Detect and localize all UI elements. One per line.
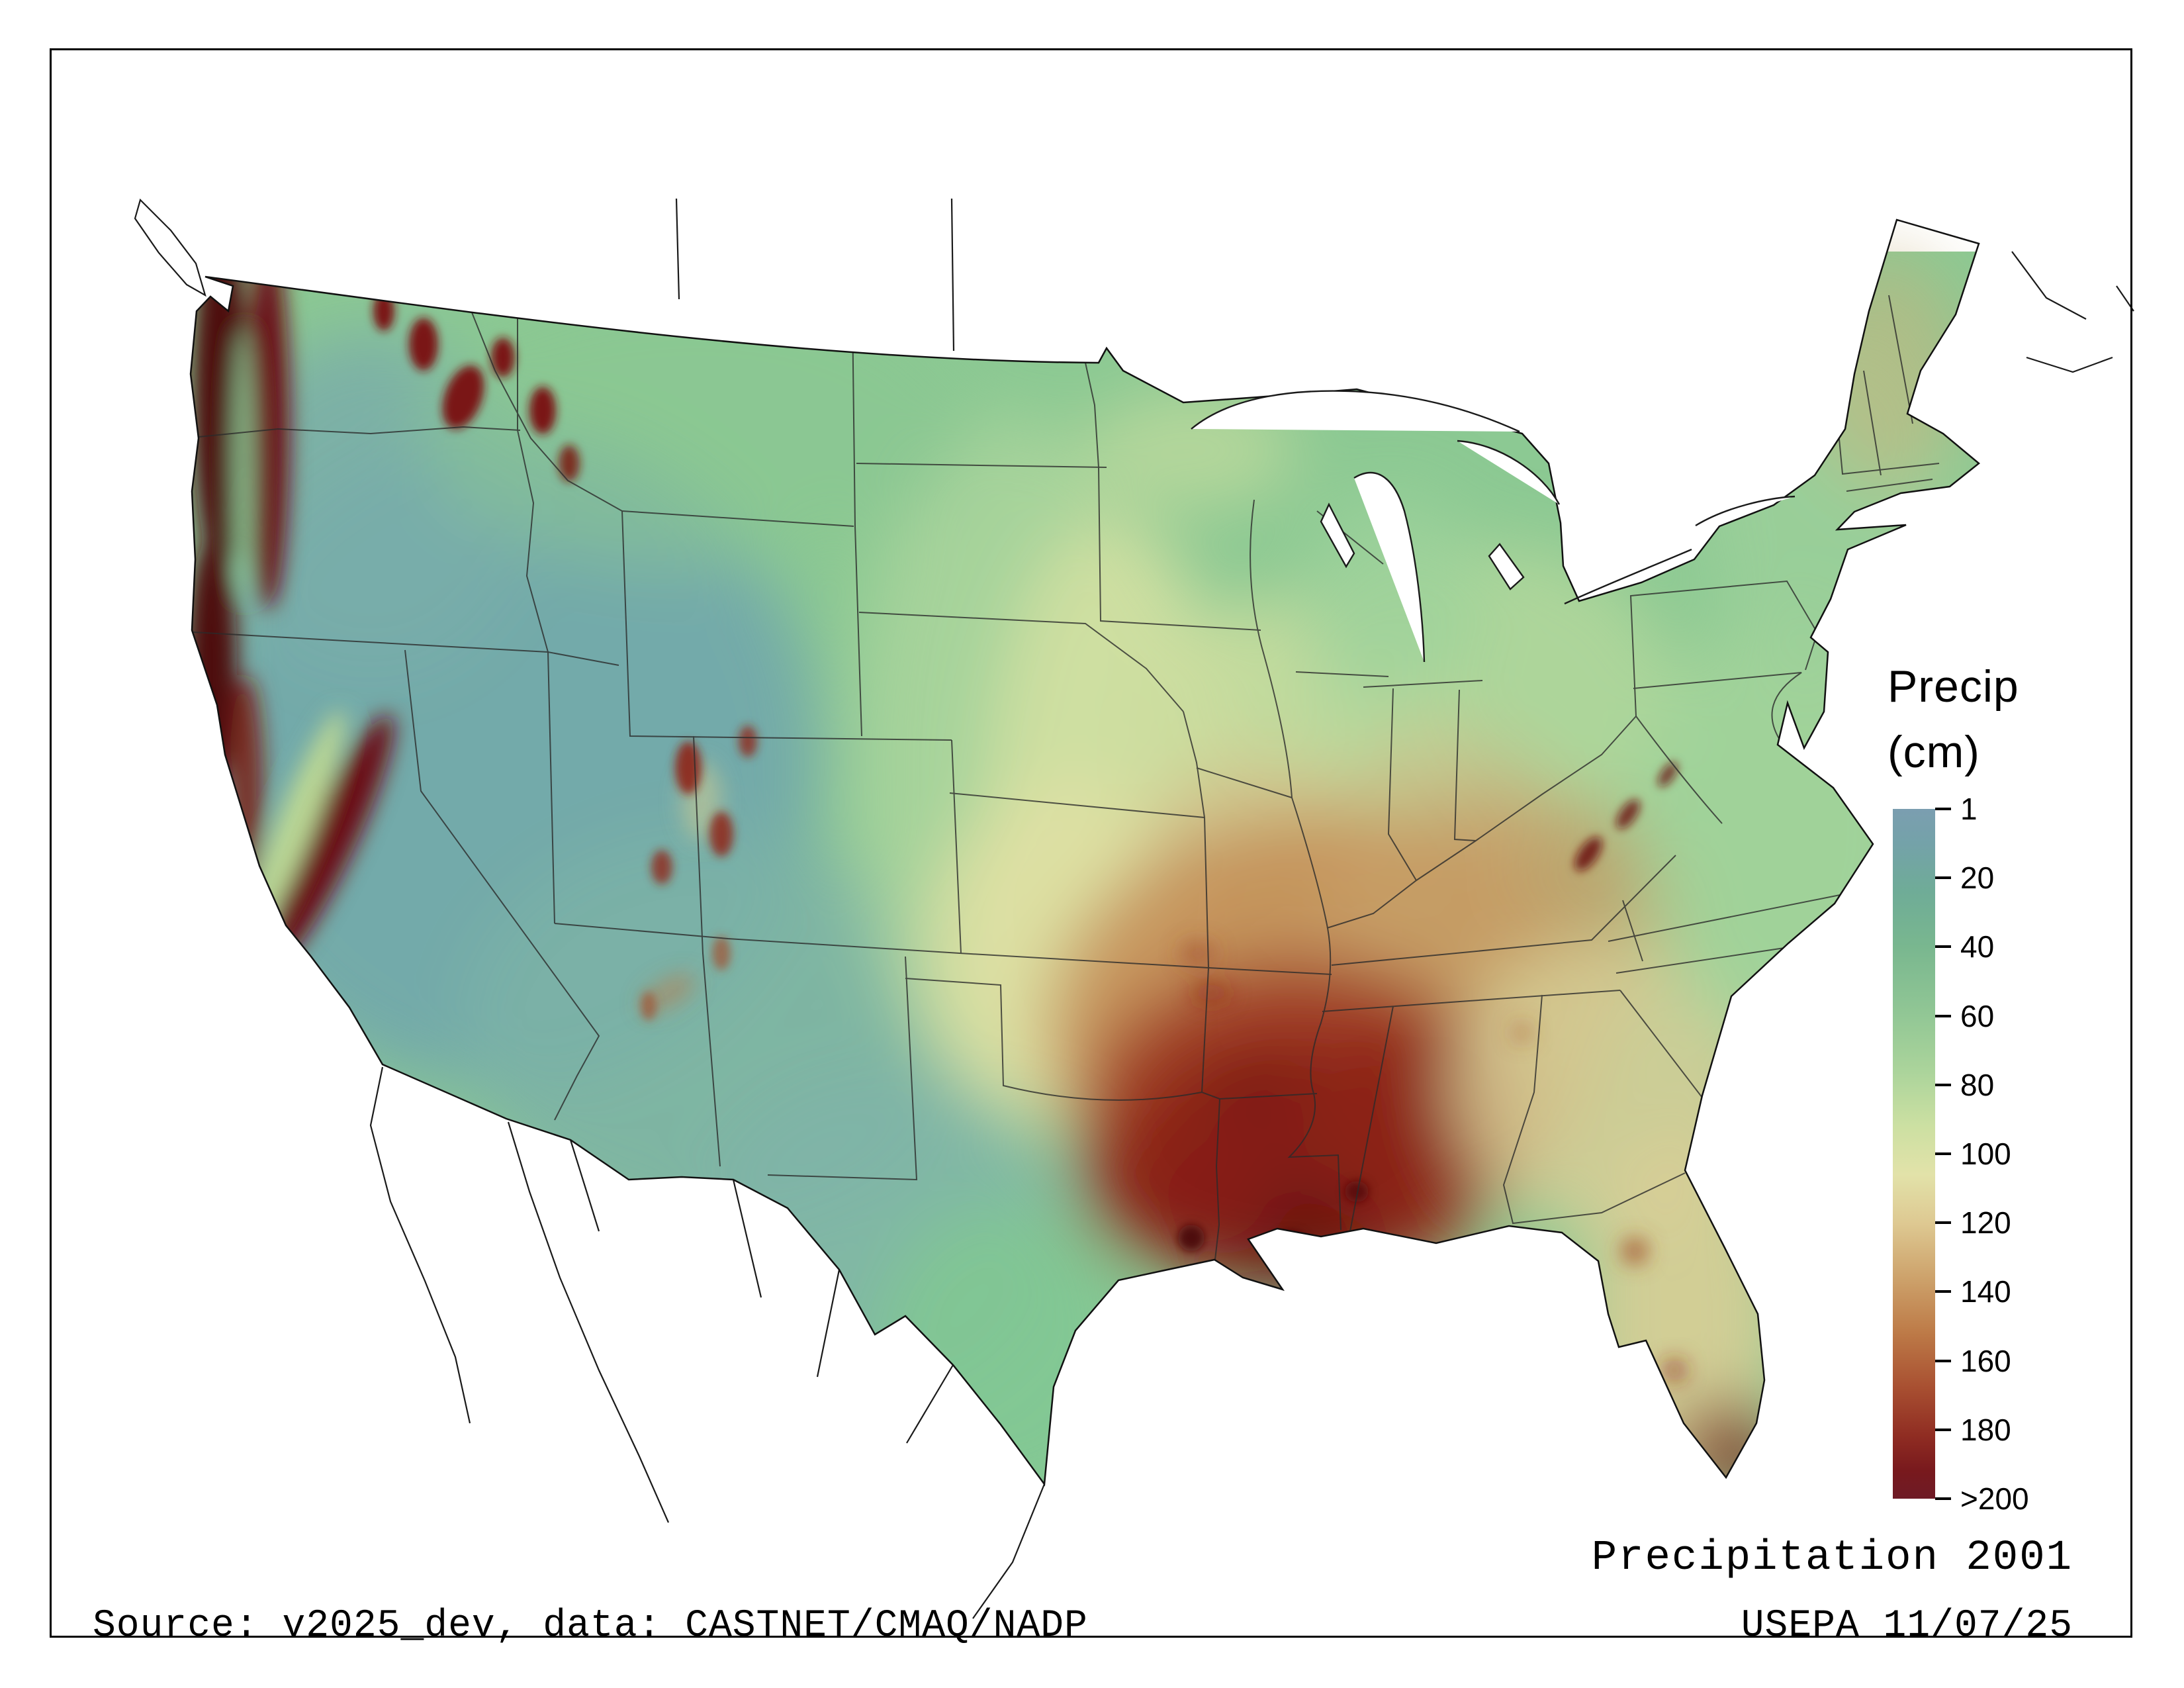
legend-tick: 20 [1935, 860, 1994, 896]
legend-tick: 60 [1935, 998, 1994, 1034]
mexico-outline [369, 1066, 1046, 1619]
legend-tick: 140 [1935, 1274, 2011, 1309]
legend-tick-mark [1935, 808, 1951, 810]
legend-tick-label: 160 [1960, 1343, 2011, 1378]
legend-tick: 100 [1935, 1136, 2011, 1172]
legend-tick-label: 40 [1960, 929, 1995, 964]
source-line: Source: v2025_dev, data: CASTNET/CMAQ/NA… [93, 1605, 1088, 1648]
legend-tick: 80 [1935, 1067, 1994, 1103]
legend-tick: 40 [1935, 929, 1994, 964]
legend-title-line2: (cm) [1888, 726, 1980, 777]
saginaw-bay [1488, 543, 1525, 590]
legend-tick-mark [1935, 1014, 1951, 1017]
lake-erie [1564, 548, 1692, 605]
legend-tick: 1 [1935, 791, 1978, 827]
legend-tick-label: 100 [1960, 1137, 2011, 1171]
lake-ontario [1695, 495, 1796, 527]
legend-tick-label: 120 [1960, 1205, 2011, 1241]
legend-tick-label: 140 [1960, 1274, 2011, 1309]
legend-tick: 180 [1935, 1412, 2011, 1448]
map-title: Precipitation 2001 [1591, 1534, 2073, 1582]
legend-tick-mark [1935, 1428, 1951, 1431]
legend-tick-label: 60 [1960, 998, 1995, 1033]
legend-tick-label: 1 [1960, 792, 1978, 826]
legend-title-line1: Precip [1888, 661, 2019, 712]
legend-tick-mark [1935, 1290, 1951, 1293]
lake-superior [1191, 390, 1520, 433]
legend-tick: >200 [1935, 1481, 2029, 1517]
legend-tick-mark [1935, 1152, 1951, 1155]
legend-tick: 120 [1935, 1205, 2011, 1241]
legend-tick-label: >200 [1960, 1481, 2029, 1516]
state-borders [193, 295, 1940, 1260]
legend-tick-mark [1935, 1359, 1951, 1362]
colorbar: 1 20 40 60 80 100 120 140 160 180 >200 [1893, 792, 2029, 1516]
legend-tick-mark [1935, 876, 1951, 880]
legend-title: Precip (cm) [1888, 654, 2019, 784]
lake-huron [1457, 440, 1561, 505]
legend-tick-mark [1935, 945, 1951, 949]
legend-tick-mark [1935, 1221, 1951, 1225]
legend-tick-label: 180 [1960, 1412, 2011, 1447]
plot-border [50, 48, 2132, 1638]
us-outline [189, 218, 1980, 1487]
green-bay [1320, 502, 1355, 569]
legend-tick: 160 [1935, 1343, 2011, 1379]
agency-line: USEPA 11/07/25 [1741, 1605, 2073, 1648]
legend-tick-mark [1935, 1497, 1951, 1500]
legend-tick-label: 80 [1960, 1067, 1995, 1102]
great-lakes [1191, 390, 1796, 663]
legend-tick-label: 20 [1960, 861, 1995, 896]
legend-tick-mark [1935, 1083, 1951, 1086]
lake-michigan [1353, 471, 1426, 663]
